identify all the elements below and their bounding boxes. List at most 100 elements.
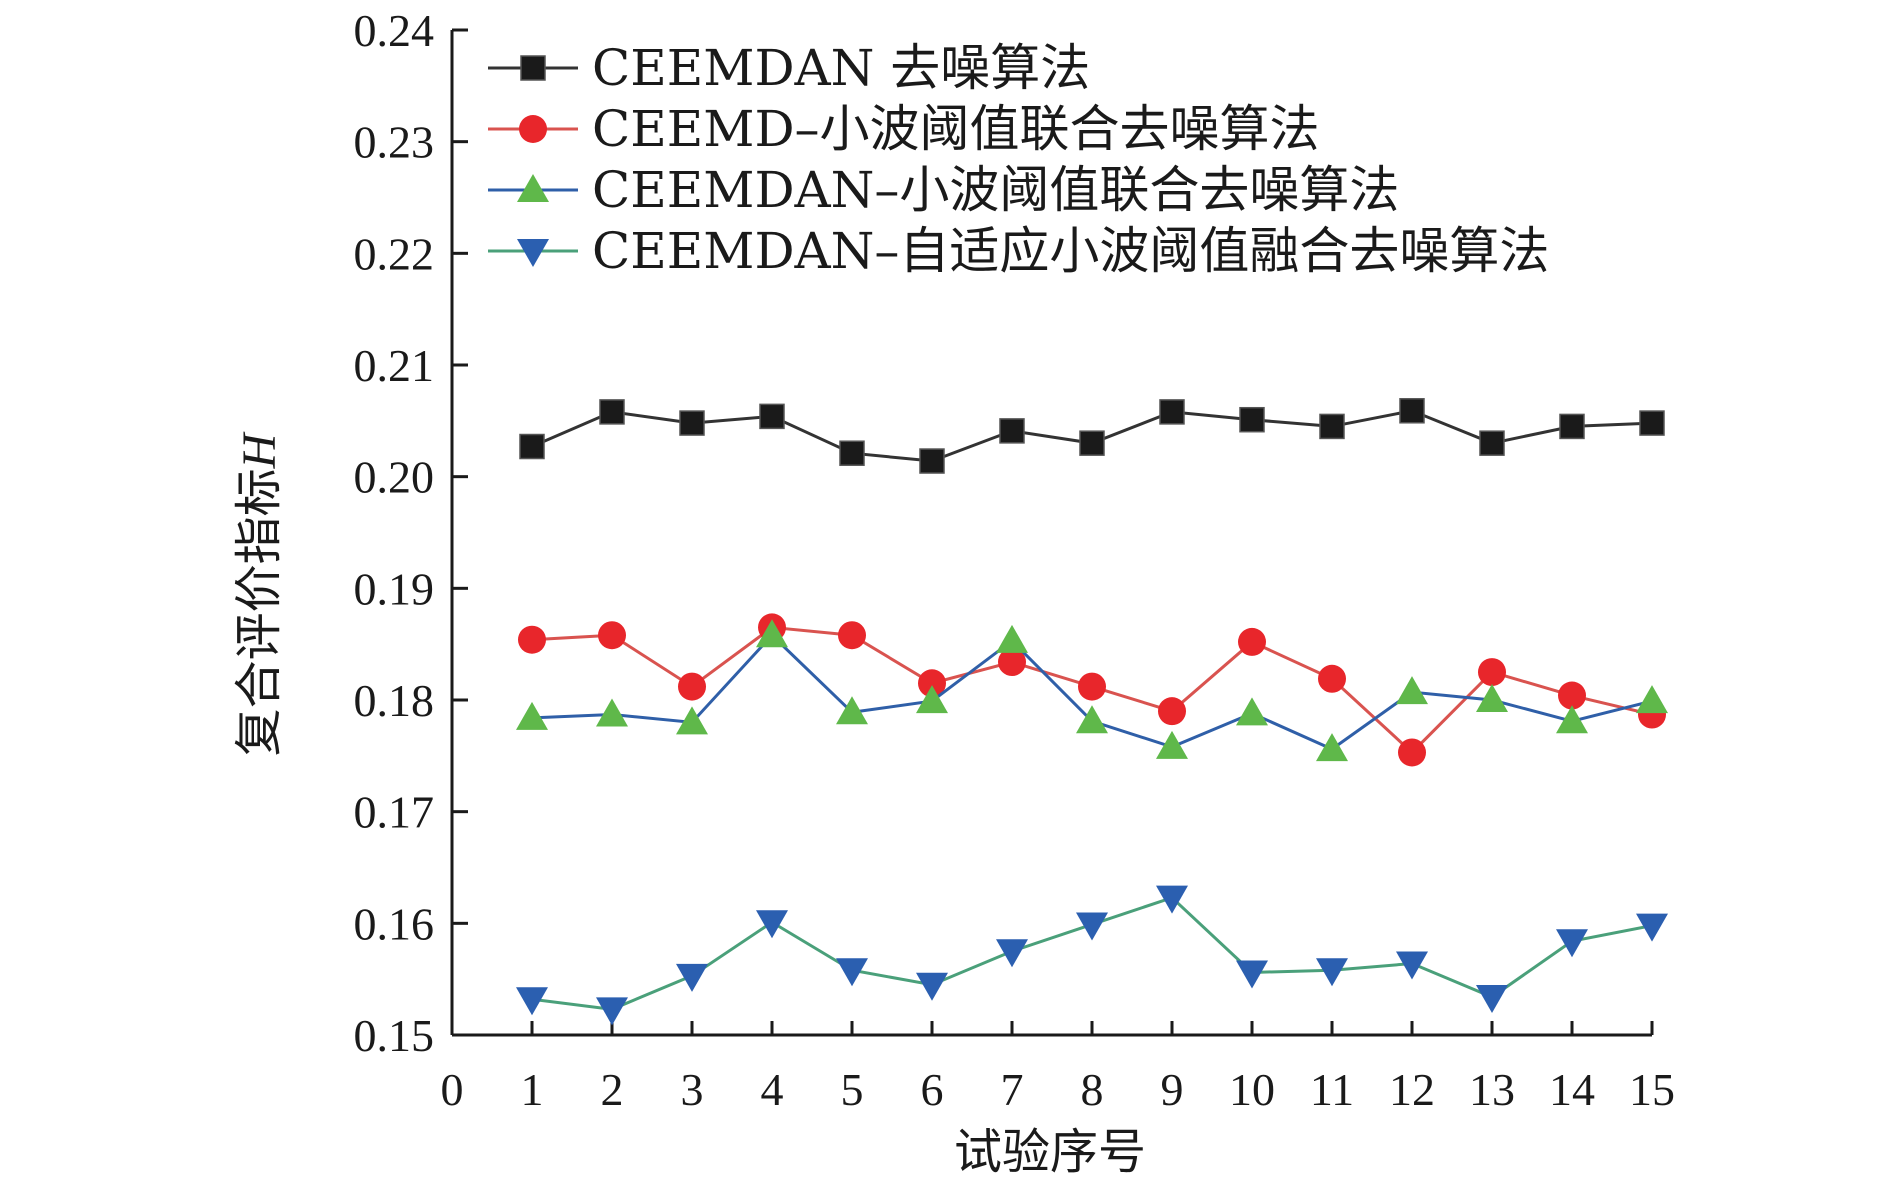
x-tick-label: 4 xyxy=(761,1064,784,1115)
legend-label: CEEMDAN–自适应小波阈值融合去噪算法 xyxy=(592,222,1549,280)
data-point xyxy=(1398,738,1426,767)
legend-label: CEEMDAN–小波阈值联合去噪算法 xyxy=(592,161,1399,219)
data-point xyxy=(1319,413,1345,440)
data-point xyxy=(1639,410,1665,436)
legend-item: CEEMDAN–自适应小波阈值融合去噪算法 xyxy=(488,222,1549,280)
y-tick-label: 0.18 xyxy=(354,675,435,726)
y-tick-label: 0.23 xyxy=(354,117,435,168)
data-point xyxy=(596,997,628,1026)
legend-item: CEEMDAN–小波阈值联合去噪算法 xyxy=(488,161,1399,219)
svg-text:复合评价指标H: 复合评价指标H xyxy=(231,431,287,756)
x-tick-label: 10 xyxy=(1229,1064,1275,1115)
y-tick-label: 0.15 xyxy=(354,1010,435,1061)
data-point xyxy=(1476,985,1508,1014)
data-point xyxy=(756,619,788,648)
data-point xyxy=(1316,733,1348,762)
data-point xyxy=(1076,912,1108,941)
data-point xyxy=(1078,672,1106,701)
data-point xyxy=(916,685,948,714)
data-point xyxy=(759,403,785,430)
legend: CEEMDAN 去噪算法CEEMD–小波阈值联合去噪算法CEEMDAN–小波阈值… xyxy=(488,39,1549,280)
y-tick-label: 0.19 xyxy=(354,563,435,614)
data-point xyxy=(1636,913,1668,942)
data-point xyxy=(836,958,868,987)
series-layer xyxy=(516,398,1668,1026)
data-point xyxy=(1396,676,1428,705)
data-point xyxy=(996,939,1028,968)
legend-marker xyxy=(519,115,547,143)
y-axis-title-variable: H xyxy=(233,431,286,469)
legend-item: CEEMD–小波阈值联合去噪算法 xyxy=(488,100,1320,158)
series-4 xyxy=(516,885,1668,1026)
y-tick-label: 0.22 xyxy=(354,228,435,279)
data-point xyxy=(838,621,866,650)
x-tick-label: 6 xyxy=(921,1064,944,1115)
data-point xyxy=(516,701,548,730)
data-point xyxy=(516,987,548,1016)
legend-label: CEEMDAN 去噪算法 xyxy=(592,39,1090,97)
x-axis-title: 试验序号 xyxy=(954,1124,1146,1180)
legend-marker xyxy=(520,55,546,81)
data-point xyxy=(919,448,945,474)
x-tick-label: 5 xyxy=(841,1064,864,1115)
axes: 0.15 0.16 0.17 0.18 0.19 0.20 0.21 0.22 0.23 0.24… xyxy=(354,5,1676,1115)
data-point xyxy=(679,410,705,436)
data-point xyxy=(756,910,788,939)
data-point xyxy=(1556,705,1588,734)
y-tick-label: 0.20 xyxy=(354,452,435,503)
data-point xyxy=(678,672,706,701)
data-point xyxy=(918,669,946,698)
x-tick-label: 13 xyxy=(1469,1064,1515,1115)
data-point xyxy=(1399,398,1425,424)
y-tick-label: 0.21 xyxy=(354,340,435,391)
data-point xyxy=(1636,685,1668,714)
x-tick-label: 2 xyxy=(601,1064,624,1115)
data-point xyxy=(1158,697,1186,726)
data-point xyxy=(1558,681,1586,710)
x-tick-label: 14 xyxy=(1549,1064,1595,1115)
x-tick-label: 15 xyxy=(1629,1064,1675,1115)
y-tick-label: 0.17 xyxy=(354,787,435,838)
data-point xyxy=(596,698,628,727)
data-point xyxy=(599,399,625,425)
data-point xyxy=(1478,658,1506,687)
x-tick-label: 8 xyxy=(1081,1064,1104,1115)
data-point xyxy=(1396,951,1428,980)
data-point xyxy=(1156,730,1188,759)
data-point xyxy=(1236,697,1268,726)
data-point xyxy=(1079,430,1105,456)
data-point xyxy=(1239,406,1265,433)
data-point xyxy=(1318,664,1346,693)
data-point xyxy=(999,418,1025,444)
data-point xyxy=(996,624,1028,653)
x-tick-label: 7 xyxy=(1001,1064,1024,1115)
x-tick-label: 3 xyxy=(681,1064,704,1115)
data-point xyxy=(1076,705,1108,734)
data-point xyxy=(1236,960,1268,989)
data-point xyxy=(836,696,868,725)
legend-item: CEEMDAN 去噪算法 xyxy=(488,39,1090,97)
data-point xyxy=(1476,684,1508,712)
data-point xyxy=(1479,430,1505,456)
x-tick-label: 9 xyxy=(1161,1064,1184,1115)
data-point xyxy=(1316,958,1348,987)
x-tick-label: 0 xyxy=(441,1064,464,1115)
data-point xyxy=(518,625,546,654)
data-point xyxy=(676,706,708,735)
legend-label: CEEMD–小波阈值联合去噪算法 xyxy=(592,100,1320,158)
y-tick-label: 0.16 xyxy=(354,898,435,949)
legend-marker xyxy=(517,174,549,202)
data-point xyxy=(519,433,545,460)
data-point xyxy=(998,648,1026,677)
x-tick-label: 1 xyxy=(521,1064,544,1115)
data-point xyxy=(1556,929,1588,958)
data-point xyxy=(1159,399,1185,425)
series-1 xyxy=(519,398,1665,474)
data-point xyxy=(1156,885,1188,914)
data-point xyxy=(676,963,708,992)
y-tick-label: 0.24 xyxy=(354,5,435,56)
data-point xyxy=(1238,627,1266,656)
data-point xyxy=(916,972,948,1001)
data-point xyxy=(839,440,865,466)
